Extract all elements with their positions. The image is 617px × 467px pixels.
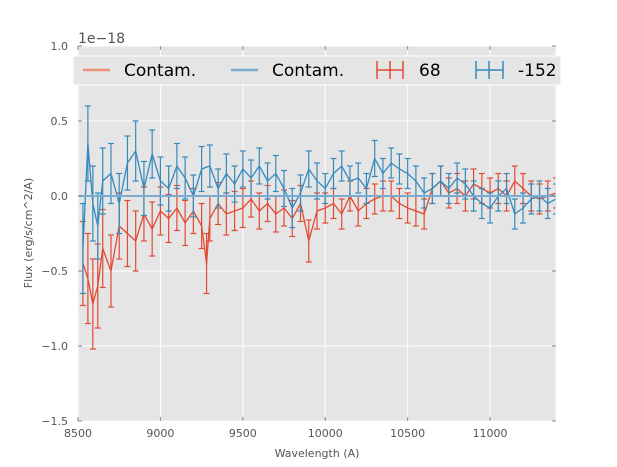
legend-label-152: -152	[518, 61, 557, 81]
x-tick-label: 9000	[146, 427, 174, 440]
y-tick-label: 0.0	[51, 190, 69, 203]
legend: Contam. Contam. 68 -152	[72, 55, 562, 86]
y-tick-label: −1.0	[41, 340, 68, 353]
ticks: 8500 9000 9500 10000 10500 11000 −1.5 −1.0 −0.5 0…	[41, 40, 556, 440]
legend-handle-152	[475, 61, 504, 79]
x-tick-label: 11000	[473, 427, 508, 440]
x-tick-label: 8500	[64, 427, 92, 440]
x-tick-label: 9500	[229, 427, 257, 440]
series-layer	[77, 45, 557, 422]
plot-background	[78, 46, 556, 421]
x-axis-label: Wavelength (A)	[275, 447, 360, 460]
plot-frame	[77, 45, 557, 422]
y-tick-label: −1.5	[41, 415, 68, 428]
y-axis-label: Flux (erg/s/cm^2/A)	[22, 178, 35, 288]
legend-label-contam-blue: Contam.	[272, 61, 344, 81]
y-tick-label: −0.5	[41, 265, 68, 278]
plot-area	[78, 105, 556, 350]
legend-label-68: 68	[419, 61, 441, 81]
y-offset-label: 1e−18	[78, 31, 125, 47]
series-line-152	[82, 143, 556, 249]
x-tick-label: 10500	[390, 427, 425, 440]
y-tick-label: 1.0	[51, 40, 69, 53]
legend-handle-68	[376, 61, 404, 79]
y-tick-label: 0.5	[51, 115, 69, 128]
x-tick-label: 10000	[308, 427, 343, 440]
legend-label-contam-red: Contam.	[124, 61, 196, 81]
